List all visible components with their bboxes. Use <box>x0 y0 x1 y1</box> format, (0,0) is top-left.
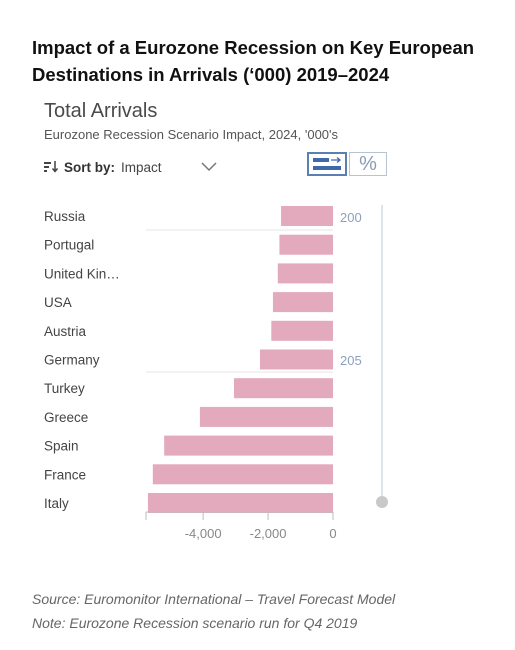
x-tick-label: 0 <box>329 526 336 541</box>
bar-france[interactable] <box>152 464 333 485</box>
chart-title: Total Arrivals <box>44 100 158 122</box>
chart-subtitle: Eurozone Recession Scenario Impact, 2024… <box>44 127 339 142</box>
category-label: Portugal <box>44 238 94 253</box>
bar-russia[interactable] <box>281 206 333 226</box>
category-label: United Kin… <box>44 266 120 281</box>
bar-chart-icon <box>313 157 342 170</box>
chevron-down-icon[interactable] <box>201 162 217 172</box>
category-labels: Russia Portugal United Kin… USA Austria Germa… <box>44 209 120 511</box>
bars <box>147 206 333 513</box>
bar-united-kin-[interactable] <box>277 263 333 284</box>
x-tick-label: -4,000 <box>185 526 222 541</box>
percent-toggle-button[interactable]: % <box>349 152 387 176</box>
x-axis: -4,000 -2,000 0 <box>145 511 337 541</box>
bar-italy[interactable] <box>147 493 333 513</box>
sort-by-value[interactable]: Impact <box>121 159 162 175</box>
x-tick-label: -2,000 <box>250 526 287 541</box>
category-label: Russia <box>44 209 86 224</box>
category-label: France <box>44 467 86 482</box>
sort-control[interactable]: Sort by: Impact <box>44 156 217 178</box>
category-label: USA <box>44 295 72 310</box>
headline: Impact of a Eurozone Recession on Key Eu… <box>32 37 475 85</box>
category-label: Turkey <box>44 381 85 396</box>
source-note: Source: Euromonitor International – Trav… <box>32 591 396 607</box>
category-label: Germany <box>44 353 100 368</box>
slider-handle[interactable] <box>376 496 388 508</box>
bar-spain[interactable] <box>164 435 333 456</box>
year-slider[interactable]: 200 205 <box>340 205 388 508</box>
bar-austria[interactable] <box>271 320 333 341</box>
slider-label-mid: 205 <box>340 353 362 368</box>
bar-usa[interactable] <box>272 292 333 313</box>
category-label: Spain <box>44 439 79 454</box>
bar-greece[interactable] <box>199 406 333 427</box>
bar-portugal[interactable] <box>279 234 333 255</box>
sort-by-label: Sort by: <box>64 159 116 175</box>
gridlines <box>146 229 333 373</box>
category-label: Greece <box>44 410 88 425</box>
category-label: Italy <box>44 496 69 511</box>
absolute-toggle-button[interactable] <box>307 152 347 176</box>
category-label: Austria <box>44 324 87 339</box>
bar-turkey[interactable] <box>233 378 333 399</box>
sort-icon <box>44 161 58 173</box>
slider-label-top: 200 <box>340 210 362 225</box>
scenario-note: Note: Eurozone Recession scenario run fo… <box>32 615 358 631</box>
bar-germany[interactable] <box>259 349 333 370</box>
